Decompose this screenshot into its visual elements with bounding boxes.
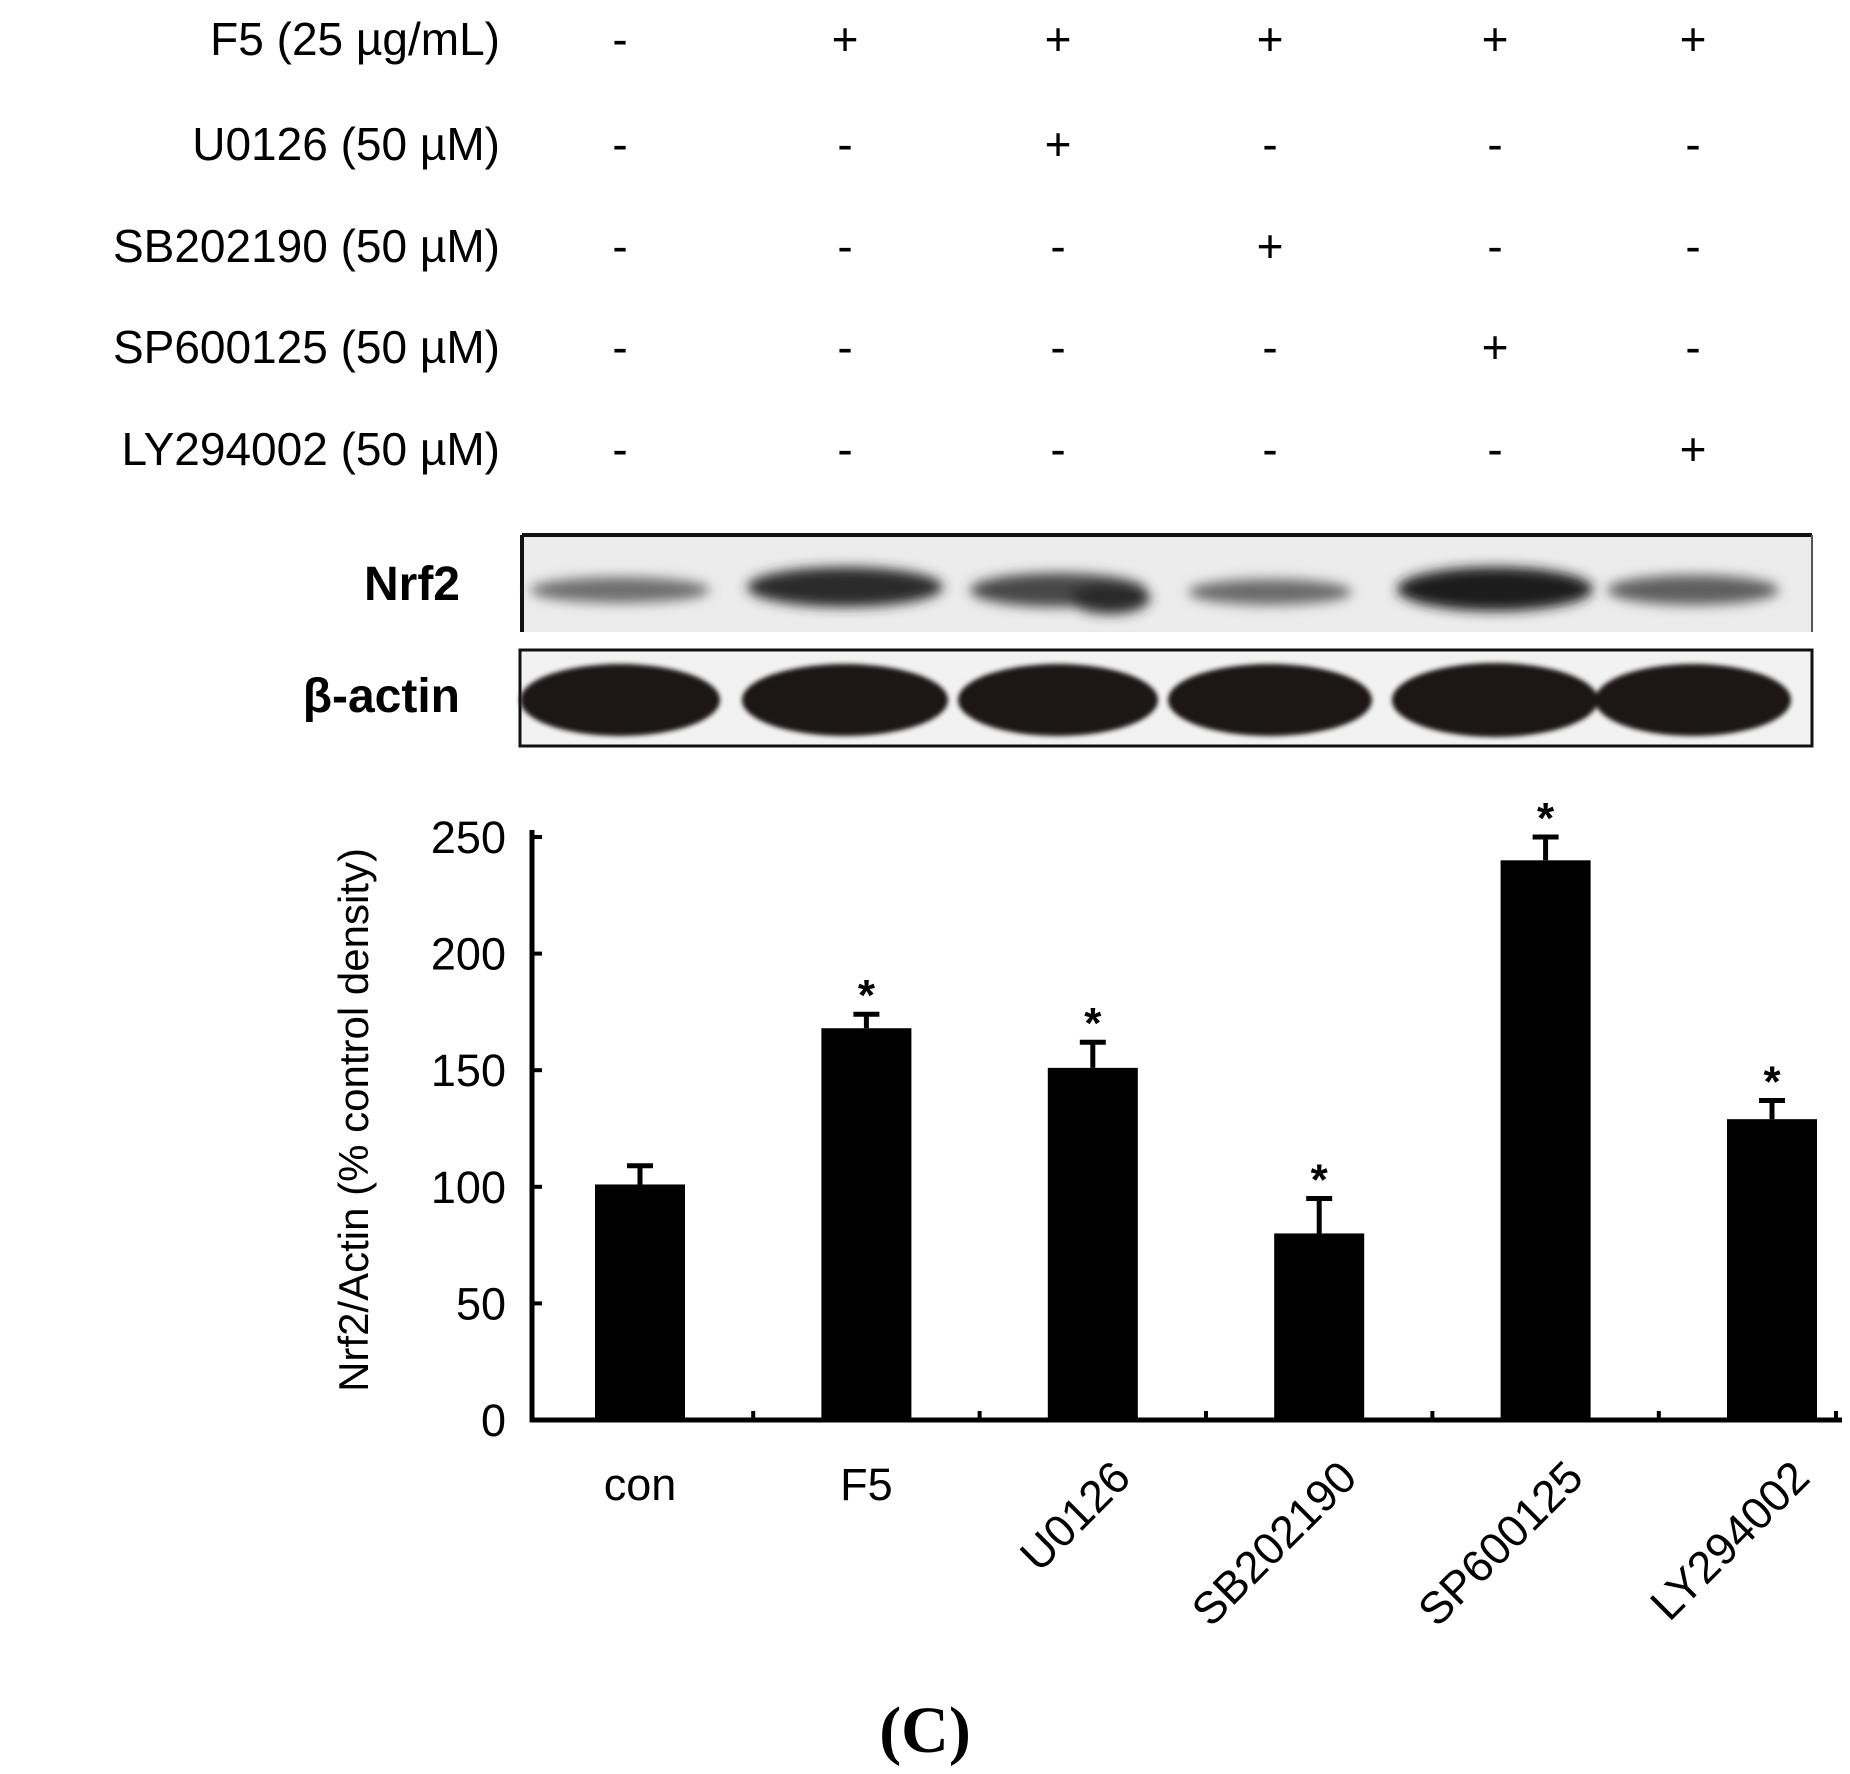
bar-f5 (821, 1028, 912, 1420)
sign-cell: - (1050, 220, 1065, 272)
chart-axes (529, 830, 1842, 1423)
bar-u0126 (1047, 1067, 1138, 1420)
sign-cell: + (832, 13, 859, 65)
panel-label: (C) (879, 1694, 971, 1767)
sign-cell: + (1482, 13, 1509, 65)
x-category-label: SP600125 (1408, 1451, 1593, 1636)
significance-star: * (1311, 1155, 1329, 1204)
x-category-label: SB202190 (1182, 1451, 1367, 1636)
sign-cell: + (1257, 13, 1284, 65)
y-tick-label: 0 (481, 1395, 506, 1446)
y-tick-label: 50 (456, 1278, 506, 1329)
western-blot-panel: Nrf2 β-actin (303, 533, 1814, 748)
significance-markers: * * * * * (858, 794, 1782, 1204)
sign-cell: - (612, 118, 627, 170)
significance-star: * (858, 971, 876, 1020)
sign-cell: - (1050, 423, 1065, 475)
treatment-row: SB202190 (50 µM) - - - + - - (113, 220, 1701, 272)
sign-cell: - (612, 220, 627, 272)
sign-cell: - (837, 321, 852, 373)
sign-cell: - (1050, 321, 1065, 373)
sign-cell: + (1680, 423, 1707, 475)
sign-cell: - (1262, 118, 1277, 170)
y-tick-label: 250 (431, 812, 506, 863)
bar-sp600125 (1500, 860, 1591, 1420)
x-category-label: LY294002 (1640, 1451, 1819, 1630)
sign-cell: - (1487, 118, 1502, 170)
treatment-row: LY294002 (50 µM) - - - - - + (121, 423, 1706, 475)
y-tick-label: 200 (431, 929, 506, 980)
nrf2-blot-image (520, 533, 1813, 632)
treatment-label-f5: F5 (25 µg/mL) (210, 13, 500, 65)
sign-cell: - (1262, 423, 1277, 475)
bar-ly294002 (1727, 1119, 1817, 1420)
sign-cell: - (837, 118, 852, 170)
treatment-label-sb202190: SB202190 (50 µM) (113, 220, 500, 272)
treatment-row: F5 (25 µg/mL) - + + + + + (210, 13, 1706, 65)
x-category-label: U0126 (1010, 1451, 1140, 1581)
sign-cell: - (1487, 423, 1502, 475)
x-axis-labels: con F5 U0126 SB202190 SP600125 LY294002 (604, 1451, 1819, 1636)
sign-cell: - (1487, 220, 1502, 272)
bar-sb202190 (1274, 1233, 1365, 1420)
sign-cell: - (837, 423, 852, 475)
significance-star: * (1537, 794, 1555, 843)
error-bars (627, 834, 1785, 1234)
y-axis-ticks: 0 50 100 150 200 250 (431, 812, 542, 1446)
sign-cell: + (1257, 220, 1284, 272)
significance-star: * (1084, 999, 1102, 1048)
sign-cell: + (1045, 118, 1072, 170)
sign-cell: + (1680, 13, 1707, 65)
sign-cell: - (1685, 118, 1700, 170)
bar-chart: Nrf2/Actin (% control density) 0 50 100 150… (330, 794, 1842, 1636)
sign-cell: - (1685, 220, 1700, 272)
nrf2-blot-label: Nrf2 (364, 558, 460, 611)
y-axis-title: Nrf2/Actin (% control density) (330, 848, 377, 1392)
treatment-table: F5 (25 µg/mL) - + + + + + U0126 (50 µM) … (113, 13, 1706, 475)
treatment-label-ly294002: LY294002 (50 µM) (121, 423, 500, 475)
sign-cell: - (612, 423, 627, 475)
bars (595, 860, 1817, 1420)
sign-cell: - (1685, 321, 1700, 373)
sign-cell: + (1045, 13, 1072, 65)
actin-blot-label: β-actin (303, 670, 460, 723)
treatment-row: SP600125 (50 µM) - - - - + - (113, 321, 1701, 373)
sign-cell: + (1482, 321, 1509, 373)
sign-cell: - (612, 321, 627, 373)
sign-cell: - (1262, 321, 1277, 373)
sign-cell: - (612, 13, 627, 65)
treatment-label-sp600125: SP600125 (50 µM) (113, 321, 500, 373)
treatment-label-u0126: U0126 (50 µM) (192, 118, 500, 170)
x-category-label: F5 (840, 1459, 893, 1510)
sign-cell: - (837, 220, 852, 272)
y-tick-label: 100 (431, 1162, 506, 1213)
y-tick-label: 150 (431, 1045, 506, 1096)
treatment-row: U0126 (50 µM) - - + - - - (192, 118, 1700, 170)
significance-star: * (1763, 1058, 1781, 1107)
actin-blot-image (518, 648, 1814, 748)
bar-con (595, 1184, 685, 1420)
x-category-label: con (604, 1459, 677, 1510)
